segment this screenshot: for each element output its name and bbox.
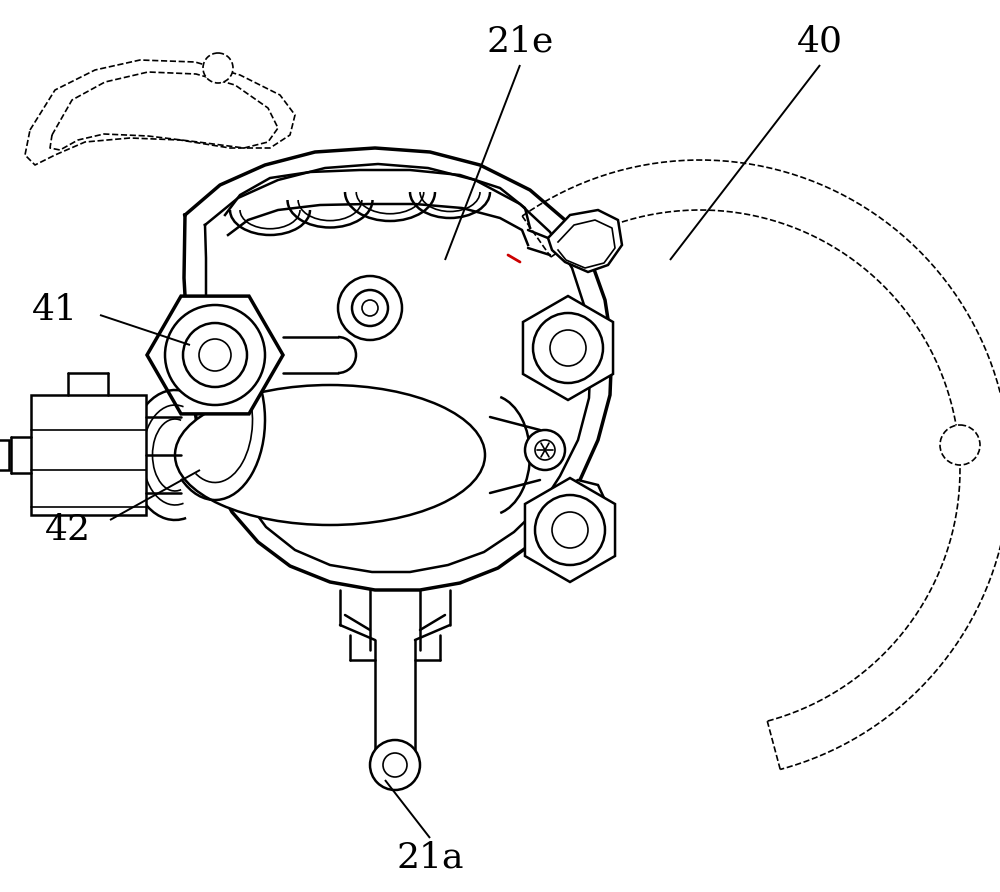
Circle shape xyxy=(550,330,586,366)
Circle shape xyxy=(370,740,420,790)
Text: 42: 42 xyxy=(45,513,91,547)
Circle shape xyxy=(199,339,231,371)
Polygon shape xyxy=(558,480,605,522)
Circle shape xyxy=(552,512,588,548)
Text: 21e: 21e xyxy=(486,25,554,59)
Circle shape xyxy=(352,290,388,326)
Circle shape xyxy=(940,425,980,465)
Polygon shape xyxy=(523,296,613,400)
Ellipse shape xyxy=(203,398,457,512)
Circle shape xyxy=(533,313,603,383)
Circle shape xyxy=(535,440,555,460)
Text: 40: 40 xyxy=(797,25,843,59)
Ellipse shape xyxy=(175,385,485,525)
Bar xyxy=(30,395,146,515)
Circle shape xyxy=(525,430,565,470)
Circle shape xyxy=(362,300,378,316)
Circle shape xyxy=(535,495,605,565)
Text: 41: 41 xyxy=(32,293,78,327)
Bar xyxy=(0,440,8,470)
Polygon shape xyxy=(147,296,283,414)
Ellipse shape xyxy=(280,433,380,477)
Circle shape xyxy=(165,305,265,405)
Text: 21a: 21a xyxy=(396,841,464,875)
Ellipse shape xyxy=(229,409,431,500)
Polygon shape xyxy=(548,210,622,272)
Circle shape xyxy=(183,323,247,387)
Circle shape xyxy=(203,53,233,83)
Circle shape xyxy=(383,753,407,777)
Ellipse shape xyxy=(252,420,408,490)
Circle shape xyxy=(338,276,402,340)
Polygon shape xyxy=(525,478,615,582)
